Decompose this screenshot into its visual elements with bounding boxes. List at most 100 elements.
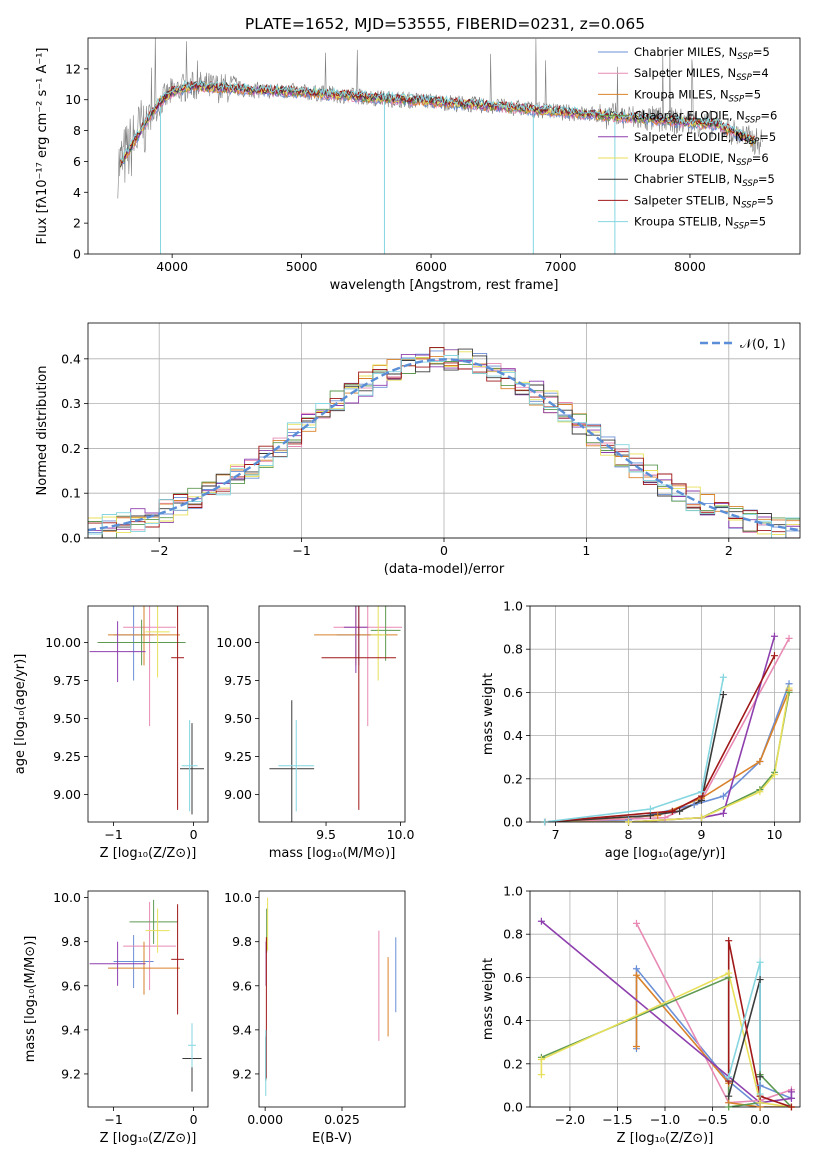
plus-marker <box>725 1103 733 1111</box>
y-tick-label: 2 <box>73 216 81 231</box>
plus-marker <box>756 958 764 966</box>
weight-series-1 <box>635 923 792 1104</box>
x-axis-label: Z [log₁₀(Z/Z⊙)] <box>617 1131 714 1146</box>
plot-area <box>269 606 403 822</box>
mass-vs-reddening-axes: 0.000 0.025 9.2 9.4 9.6 9.8 10.0 E(B-V) <box>224 890 406 1146</box>
data-point <box>145 908 170 953</box>
plus-marker <box>756 1081 764 1089</box>
y-axis-label: Normed distribution <box>35 366 50 496</box>
x-axis-label: mass [log₁₀(M/M⊙)] <box>269 846 396 861</box>
plus-marker <box>719 691 727 699</box>
weight-series-5 <box>544 687 790 822</box>
weight-series-6 <box>727 979 761 1097</box>
plus-marker <box>787 1088 795 1096</box>
y-tick-label: 9.4 <box>232 1022 252 1037</box>
x-tick-label: 0 <box>190 1112 198 1127</box>
x-axis-label: Z [log₁₀(Z/Z⊙)] <box>100 846 197 861</box>
y-tick-label: 9.75 <box>53 673 81 688</box>
y-tick-label: 0.2 <box>61 441 81 456</box>
y-tick-label: 9.6 <box>61 978 81 993</box>
y-tick-label: 10.00 <box>216 635 252 650</box>
y-tick-label: 0.6 <box>503 685 523 700</box>
x-tick-label: 0.000 <box>247 1112 283 1127</box>
plus-marker <box>725 937 733 945</box>
data-point <box>108 941 180 995</box>
x-tick-label: 10 <box>767 827 783 842</box>
y-tick-label: 0.8 <box>503 642 523 657</box>
y-tick-label: 9.8 <box>232 934 252 949</box>
axes-frame <box>258 890 406 1108</box>
plus-marker <box>697 788 705 796</box>
mass-weight-vs-metallicity-axes: −2.0 −1.5 −1.0 −0.5 0.0 0.0 0.2 0.4 0.6 0.8 1.0 Z [… <box>481 884 801 1146</box>
x-tick-label: −1.5 <box>602 1112 632 1127</box>
plus-marker <box>770 632 778 640</box>
plus-marker <box>676 807 684 815</box>
residual-histogram-axes: −2 −1 0 1 2 0.0 0.1 0.2 0.3 0.4 (data-model)/error… <box>35 322 801 577</box>
plus-marker <box>770 770 778 778</box>
weight-series-6 <box>544 694 725 822</box>
data-point <box>370 606 401 661</box>
plot-area <box>117 38 763 254</box>
y-tick-label: 9.25 <box>224 749 252 764</box>
plus-marker <box>785 684 793 692</box>
y-tick-label: 0.2 <box>503 1056 523 1071</box>
plus-marker <box>537 1071 545 1079</box>
plus-marker <box>661 814 669 822</box>
axes-frame <box>529 890 801 1108</box>
spectrum-axes: 4000 5000 6000 7000 8000 0 2 4 6 8 10 12 wavelength … <box>35 37 801 293</box>
x-tick-label: 0 <box>190 827 198 842</box>
mass-weight-vs-age-axes: 7 8 9 10 0.0 0.2 0.4 0.6 0.8 1.0 age [log₁₀(age/yr… <box>481 599 801 861</box>
plus-marker <box>537 917 545 925</box>
legend-entry: Salpeter STELIB, NSSP=5 <box>634 193 774 210</box>
y-tick-label: 6 <box>73 154 81 169</box>
data-point <box>171 606 184 810</box>
plus-marker <box>787 1094 795 1102</box>
plus-marker <box>654 812 662 820</box>
x-tick-label: 1 <box>582 543 590 558</box>
legend-entry: Kroupa MILES, NSSP=5 <box>634 87 761 104</box>
x-axis-label: Z [log₁₀(Z/Z⊙)] <box>100 1131 197 1146</box>
y-tick-label: 9.2 <box>232 1066 252 1081</box>
data-point <box>97 619 186 666</box>
y-tick-label: 0.6 <box>503 970 523 985</box>
x-axis-label: wavelength [Angstrom, rest frame] <box>330 278 559 293</box>
x-tick-label: −1 <box>104 1112 122 1127</box>
axes-frame <box>87 890 209 1108</box>
data-point <box>278 720 315 812</box>
plot-area <box>88 346 800 538</box>
x-tick-label: −1.0 <box>650 1112 680 1127</box>
y-tick-label: 0.0 <box>503 1100 523 1115</box>
y-tick-label: 10.0 <box>53 890 81 905</box>
y-axis-label: mass weight <box>481 673 496 755</box>
legend-entry: Kroupa ELODIE, NSSP=6 <box>634 151 769 168</box>
plus-marker <box>719 792 727 800</box>
x-tick-label: −2.0 <box>555 1112 585 1127</box>
plus-marker <box>646 805 654 813</box>
axes-frame <box>87 37 801 255</box>
plus-marker <box>632 965 640 973</box>
x-tick-label: 0.0 <box>750 1112 770 1127</box>
data-point <box>89 621 146 683</box>
y-tick-label: 0.0 <box>61 531 81 546</box>
data-point <box>181 720 198 812</box>
plus-marker <box>625 818 633 826</box>
y-axis-label: mass [log₁₀(M/M⊙)] <box>23 936 38 1063</box>
axes-frame <box>529 605 801 823</box>
data-point <box>108 606 180 666</box>
plot-area <box>89 606 204 815</box>
plus-marker <box>725 1092 733 1100</box>
x-tick-label: 7000 <box>545 259 577 274</box>
plus-marker <box>690 801 698 809</box>
plot-area <box>544 635 790 822</box>
legend-entry: Salpeter ELODIE, NSSP=5 <box>634 130 776 147</box>
legend-entry: 𝒩(0, 1) <box>740 336 786 351</box>
y-tick-label: 0.0 <box>503 815 523 830</box>
y-tick-label: 9.4 <box>61 1022 81 1037</box>
x-tick-label: 10.0 <box>387 827 415 842</box>
x-tick-label: −2 <box>150 543 168 558</box>
x-axis-label: age [log₁₀(age/yr)] <box>605 846 726 861</box>
plus-marker <box>632 919 640 927</box>
plus-marker <box>632 971 640 979</box>
figure-title: PLATE=1652, MJD=53555, FIBERID=0231, z=0… <box>245 15 645 33</box>
y-tick-label: 4 <box>73 185 81 200</box>
